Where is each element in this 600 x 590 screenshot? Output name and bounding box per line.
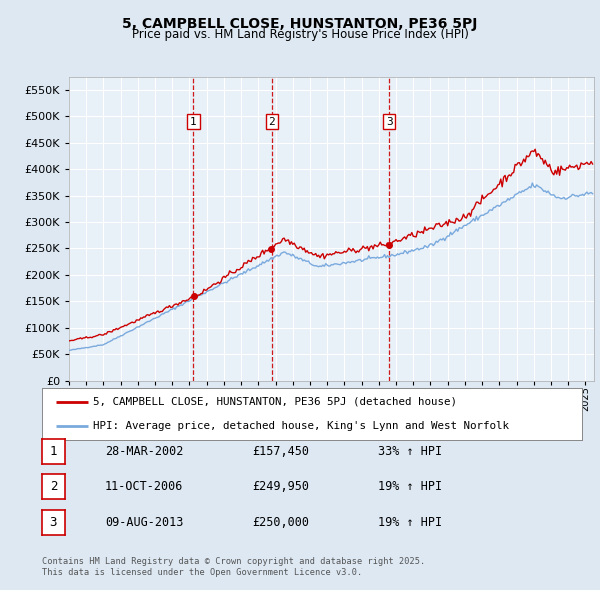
Text: Contains HM Land Registry data © Crown copyright and database right 2025.: Contains HM Land Registry data © Crown c… xyxy=(42,557,425,566)
Text: This data is licensed under the Open Government Licence v3.0.: This data is licensed under the Open Gov… xyxy=(42,568,362,576)
Text: 3: 3 xyxy=(386,117,392,127)
Text: HPI: Average price, detached house, King's Lynn and West Norfolk: HPI: Average price, detached house, King… xyxy=(94,421,509,431)
Text: 3: 3 xyxy=(50,516,57,529)
Text: 1: 1 xyxy=(190,117,197,127)
Text: 1: 1 xyxy=(50,445,57,458)
Text: 11-OCT-2006: 11-OCT-2006 xyxy=(105,480,184,493)
Text: £157,450: £157,450 xyxy=(252,445,309,458)
Text: £249,950: £249,950 xyxy=(252,480,309,493)
Text: 5, CAMPBELL CLOSE, HUNSTANTON, PE36 5PJ: 5, CAMPBELL CLOSE, HUNSTANTON, PE36 5PJ xyxy=(122,17,478,31)
Text: 2: 2 xyxy=(268,117,275,127)
Text: 19% ↑ HPI: 19% ↑ HPI xyxy=(378,516,442,529)
Text: 19% ↑ HPI: 19% ↑ HPI xyxy=(378,480,442,493)
Text: 28-MAR-2002: 28-MAR-2002 xyxy=(105,445,184,458)
Text: 2: 2 xyxy=(50,480,57,493)
Text: 33% ↑ HPI: 33% ↑ HPI xyxy=(378,445,442,458)
Text: 5, CAMPBELL CLOSE, HUNSTANTON, PE36 5PJ (detached house): 5, CAMPBELL CLOSE, HUNSTANTON, PE36 5PJ … xyxy=(94,396,457,407)
Text: £250,000: £250,000 xyxy=(252,516,309,529)
Text: 09-AUG-2013: 09-AUG-2013 xyxy=(105,516,184,529)
Text: Price paid vs. HM Land Registry's House Price Index (HPI): Price paid vs. HM Land Registry's House … xyxy=(131,28,469,41)
